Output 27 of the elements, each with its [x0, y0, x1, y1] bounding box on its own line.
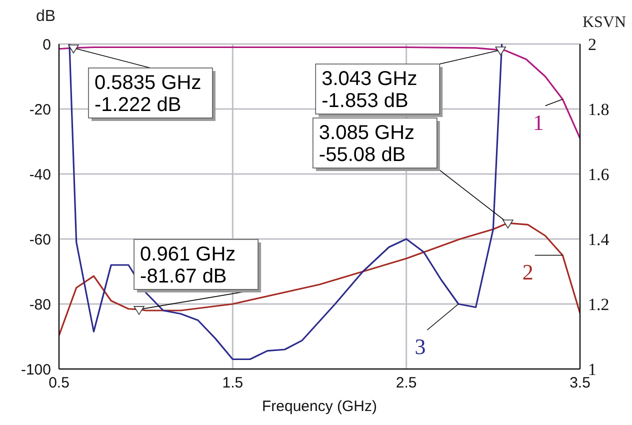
y2-tick-label: 1.6	[588, 165, 610, 184]
y2-tick-label: 1.2	[588, 295, 610, 314]
annotation: 0.5835 GHz -1.222 dB	[94, 72, 202, 116]
line-series	[68, 44, 503, 360]
series-label: 2	[522, 259, 534, 284]
y-axis-title: dB	[36, 8, 56, 26]
y2-tick-label: 1	[588, 360, 596, 380]
annotation: 3.043 GHz -1.853 dB	[322, 68, 418, 112]
x-axis-title: Frequency (GHz)	[262, 398, 378, 415]
x-tick-label: 3.5	[570, 374, 590, 392]
annotation: 0.961 GHz -81.67 dB	[140, 243, 236, 288]
x-tick-label: 0.5	[48, 374, 70, 392]
y-tick-label: -100	[20, 361, 51, 378]
y2-axis-title: KSVN	[582, 14, 626, 32]
y-tick-label: -60	[29, 231, 51, 248]
x-tick-label: 1.5	[222, 374, 244, 392]
annotation: 3.085 GHz -55.08 dB	[318, 122, 415, 166]
x-tick-label: 2.5	[396, 374, 417, 392]
y2-tick-label: 1.4	[588, 230, 610, 250]
y2-tick-label: 1.8	[588, 100, 610, 120]
y2-tick-label: 2	[588, 35, 596, 54]
y-tick-label: 0	[42, 36, 51, 54]
y-tick-label: -20	[29, 101, 51, 118]
y-tick-label: -40	[29, 166, 51, 184]
text: 3	[414, 334, 426, 360]
series-label: 1	[532, 110, 544, 135]
y-tick-label: -80	[29, 296, 51, 314]
